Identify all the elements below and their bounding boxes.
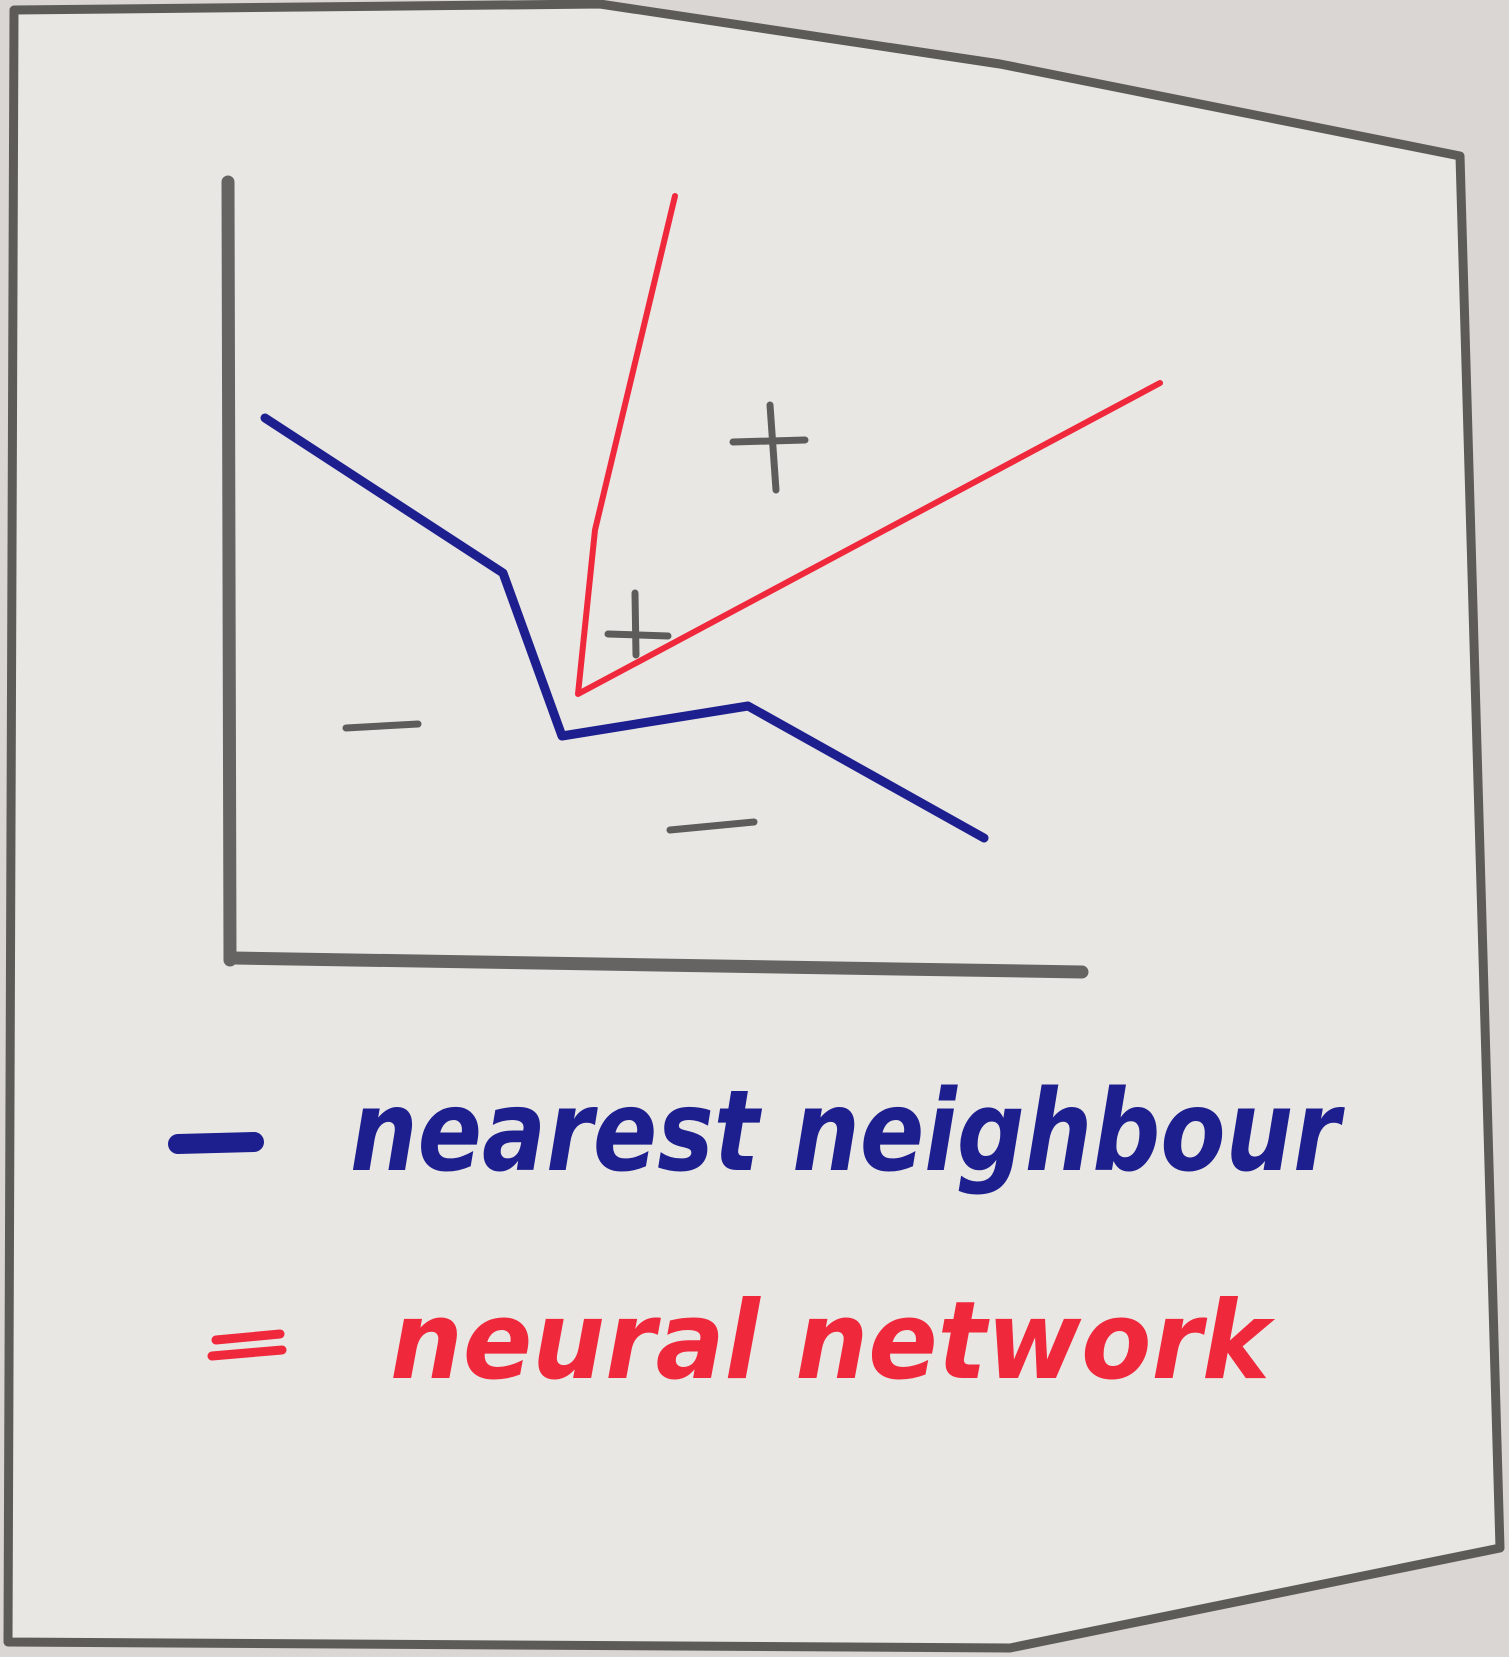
legend-label-neural-network: neural network [390,1279,1276,1404]
negative-marker [342,720,422,732]
nearest-neighbour-boundary [260,413,989,843]
y-axis [221,175,237,967]
legend: nearest neighbour neural network [168,1067,1346,1404]
positive-marker [729,401,809,494]
class-markers [342,401,809,834]
legend-item-neural-network: neural network [207,1279,1276,1404]
legend-swatch-blue [168,1132,264,1154]
neural-network-boundary [575,193,1163,697]
legend-swatch-red [211,1329,285,1345]
legend-item-nearest-neighbour: nearest neighbour [168,1067,1346,1197]
legend-swatch-red-2 [207,1345,287,1361]
legend-label-nearest-neighbour: nearest neighbour [350,1067,1346,1197]
positive-marker [604,589,672,659]
negative-marker [666,818,758,834]
decision-boundaries [260,193,1163,843]
x-axis [227,951,1089,979]
drawn-frame [3,0,1505,1653]
